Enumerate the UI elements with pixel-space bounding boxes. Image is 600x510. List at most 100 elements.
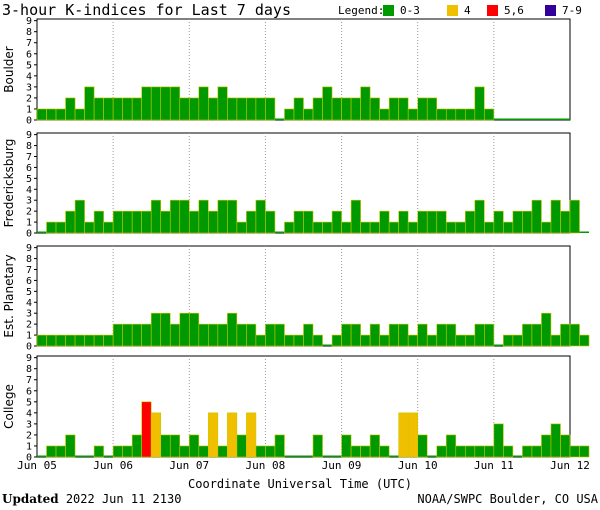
- bar: [522, 210, 533, 234]
- bar: [103, 455, 114, 457]
- legend-text-0-3: 0-3: [400, 4, 420, 17]
- bar: [455, 445, 466, 458]
- bar: [493, 423, 504, 458]
- bar: [255, 97, 266, 121]
- bar: [484, 445, 495, 458]
- bar: [445, 323, 457, 347]
- bar: [131, 97, 142, 121]
- bar: [360, 86, 371, 121]
- y-tick-label: 5: [26, 397, 32, 408]
- bar: [141, 401, 152, 458]
- panel-frame: [36, 355, 571, 458]
- bar: [503, 334, 514, 347]
- bar: [93, 97, 104, 121]
- y-tick-label: 2: [26, 207, 32, 218]
- bar: [227, 412, 238, 458]
- bar: [236, 221, 247, 234]
- bar: [560, 118, 570, 120]
- bar: [46, 445, 57, 458]
- bar: [379, 334, 390, 347]
- bar: [341, 323, 352, 347]
- bar: [312, 334, 323, 347]
- bar: [455, 221, 466, 234]
- bar: [74, 199, 85, 234]
- y-tick-label: 0: [26, 453, 32, 464]
- bar: [103, 97, 114, 121]
- bar: [407, 412, 419, 458]
- updated-stamp: Updated 2022 Jun 11 2130: [2, 492, 181, 506]
- bar: [150, 412, 162, 458]
- bar: [246, 210, 257, 234]
- bar: [37, 231, 47, 233]
- y-tick-label: 1: [26, 441, 32, 452]
- bar: [541, 221, 552, 234]
- bar: [293, 97, 304, 121]
- bar: [169, 199, 181, 234]
- bar: [208, 97, 219, 121]
- bar: [274, 231, 285, 233]
- bar: [417, 434, 428, 458]
- y-tick-label: 4: [26, 408, 32, 419]
- bar: [274, 323, 285, 347]
- y-tick-label: 2: [26, 430, 32, 441]
- bar: [465, 445, 476, 458]
- bar: [455, 334, 466, 347]
- bar: [560, 434, 571, 458]
- bar: [312, 221, 323, 234]
- bar: [179, 199, 190, 234]
- bar: [293, 210, 304, 234]
- bar: [55, 445, 66, 458]
- y-tick-label: 8: [26, 364, 32, 375]
- bar: [369, 434, 380, 458]
- bar: [208, 323, 219, 347]
- bar: [455, 108, 466, 121]
- y-tick-label: 3: [26, 82, 32, 93]
- bar: [522, 445, 533, 458]
- legend-text-7-9: 7-9: [562, 4, 582, 17]
- bar: [131, 434, 142, 458]
- bar: [208, 210, 219, 234]
- bar: [217, 445, 228, 458]
- bar: [246, 323, 257, 347]
- bar: [36, 334, 47, 347]
- bar: [493, 118, 504, 120]
- bar: [198, 86, 209, 121]
- bar: [541, 434, 552, 458]
- bar: [112, 445, 123, 458]
- bar: [436, 445, 447, 458]
- bar: [112, 97, 123, 121]
- bar: [512, 210, 523, 234]
- bar: [541, 118, 551, 120]
- bar: [75, 455, 85, 457]
- bar: [274, 118, 285, 120]
- bar: [265, 210, 276, 234]
- bar: [388, 221, 399, 234]
- bar: [522, 323, 533, 347]
- bar: [284, 108, 295, 121]
- bar: [341, 221, 352, 234]
- bar: [255, 445, 266, 458]
- bar: [569, 445, 580, 458]
- k-index-plot: 0123456789Boulder0123456789Fredericksbur…: [2, 16, 590, 472]
- y-tick-label: 4: [26, 298, 32, 309]
- y-tick-label: 7: [26, 265, 32, 276]
- bar: [160, 86, 171, 121]
- bar: [37, 455, 47, 457]
- bar: [465, 108, 476, 121]
- bar: [55, 221, 66, 234]
- bar: [188, 434, 200, 458]
- bar: [198, 445, 209, 458]
- bar: [398, 97, 409, 121]
- bar: [112, 210, 123, 234]
- bar: [332, 455, 342, 457]
- chart-title: 3-hour K-indices for Last 7 days: [2, 1, 291, 19]
- bar: [369, 221, 380, 234]
- bar: [512, 334, 523, 347]
- bar: [426, 334, 438, 347]
- bar: [360, 445, 371, 458]
- bar: [93, 210, 104, 234]
- bar: [512, 455, 523, 457]
- bar: [312, 97, 323, 121]
- y-tick-label: 9: [26, 353, 32, 364]
- bar: [350, 445, 361, 458]
